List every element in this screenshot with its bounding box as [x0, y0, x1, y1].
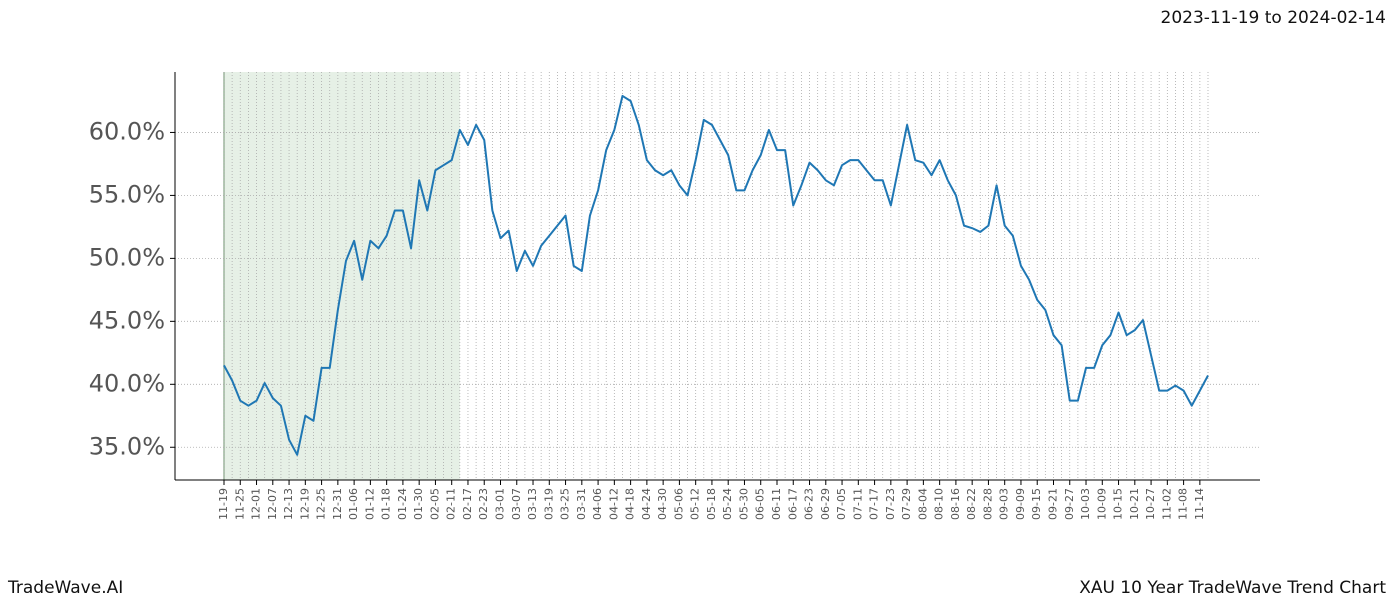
- x-tick-label: 03-25: [559, 488, 572, 520]
- x-tick-label: 12-19: [298, 488, 311, 520]
- x-tick-label: 04-06: [591, 488, 604, 520]
- plot: 11-19 11-25 12-01 12-07 12-13 12-19 12-25 12-31…: [89, 72, 1260, 520]
- x-tick-label: 03-13: [526, 488, 539, 520]
- x-tick-label: 01-12: [363, 488, 376, 520]
- x-tick-label: 11-14: [1193, 488, 1206, 520]
- x-tick-label: 10-21: [1128, 488, 1141, 520]
- x-tick-label: 07-23: [884, 488, 897, 520]
- x-tick-label: 10-03: [1079, 488, 1092, 520]
- x-tick-label: 10-15: [1112, 488, 1125, 520]
- x-tick-label: 02-05: [428, 488, 441, 520]
- x-tick-label: 06-11: [770, 488, 783, 520]
- x-tick-label: 08-22: [965, 488, 978, 520]
- y-tick-label: 55.0%: [89, 180, 165, 208]
- x-tick-label: 05-24: [721, 488, 734, 520]
- x-tick-label: 11-08: [1177, 488, 1190, 520]
- x-tick-label: 05-06: [672, 488, 685, 520]
- x-tick-label: 09-27: [1063, 488, 1076, 520]
- x-tick-label: 01-30: [412, 488, 425, 520]
- shaded-range: [224, 72, 460, 480]
- x-tick-label: 07-05: [835, 488, 848, 520]
- x-tick-label: 12-07: [266, 488, 279, 520]
- y-tick-label: 60.0%: [89, 117, 165, 145]
- x-tick-label: 10-27: [1144, 488, 1157, 520]
- x-tick-label: 04-12: [607, 488, 620, 520]
- x-tick-label: 08-16: [949, 488, 962, 520]
- x-tick-label: 02-23: [477, 488, 490, 520]
- x-tick-label: 06-17: [786, 488, 799, 520]
- x-tick-label: 01-18: [380, 488, 393, 520]
- x-tick-label: 07-17: [868, 488, 881, 520]
- x-tick-label: 04-30: [656, 488, 669, 520]
- x-tick-label: 09-03: [998, 488, 1011, 520]
- x-tick-label: 05-12: [689, 488, 702, 520]
- x-tick-label: 08-10: [933, 488, 946, 520]
- x-tick-label: 09-21: [1046, 488, 1059, 520]
- chart-subtitle: XAU 10 Year TradeWave Trend Chart: [1079, 578, 1386, 598]
- x-tick-label: 02-11: [445, 488, 458, 520]
- x-tick-label: 06-29: [819, 488, 832, 520]
- y-tick-label: 45.0%: [89, 306, 165, 334]
- x-tick-label: 06-23: [803, 488, 816, 520]
- x-tick-label: 12-13: [282, 488, 295, 520]
- series-line: [223, 94, 1209, 456]
- x-tick-label: 08-04: [916, 488, 929, 520]
- x-tick-label: 04-18: [624, 488, 637, 520]
- x-tick-label: 11-25: [233, 488, 246, 520]
- x-tick-label: 06-05: [754, 488, 767, 520]
- x-tick-label: 03-19: [542, 488, 555, 520]
- x-tick-label: 04-24: [640, 488, 653, 520]
- y-tick-label: 35.0%: [89, 432, 165, 460]
- x-tick-label: 03-01: [493, 488, 506, 520]
- y-tick-label: 50.0%: [89, 243, 165, 271]
- x-tick-label: 05-18: [705, 488, 718, 520]
- x-tick-label: 11-02: [1160, 488, 1173, 520]
- x-tick-label: 09-09: [1014, 488, 1027, 520]
- x-tick-label: 05-30: [737, 488, 750, 520]
- x-tick-label: 07-29: [900, 488, 913, 520]
- x-tick-label: 02-17: [461, 488, 474, 520]
- chart-title: 2023-11-19 to 2024-02-14: [1161, 8, 1386, 28]
- x-tick-label: 01-06: [347, 488, 360, 520]
- brand: TradeWave.AI: [7, 578, 123, 598]
- x-tick-label: 10-09: [1095, 488, 1108, 520]
- x-tick-label: 12-25: [315, 488, 328, 520]
- x-tick-label: 12-01: [250, 488, 263, 520]
- x-tick-label: 07-11: [851, 488, 864, 520]
- x-tick-label: 03-31: [575, 488, 588, 520]
- x-tick-label: 12-31: [331, 488, 344, 520]
- x-tick-label: 08-28: [981, 488, 994, 520]
- y-tick-label: 40.0%: [89, 369, 165, 397]
- x-tick-label: 03-07: [510, 488, 523, 520]
- x-tick-label: 09-15: [1030, 488, 1043, 520]
- x-tick-label: 01-24: [396, 488, 409, 520]
- x-tick-label: 11-19: [217, 488, 230, 520]
